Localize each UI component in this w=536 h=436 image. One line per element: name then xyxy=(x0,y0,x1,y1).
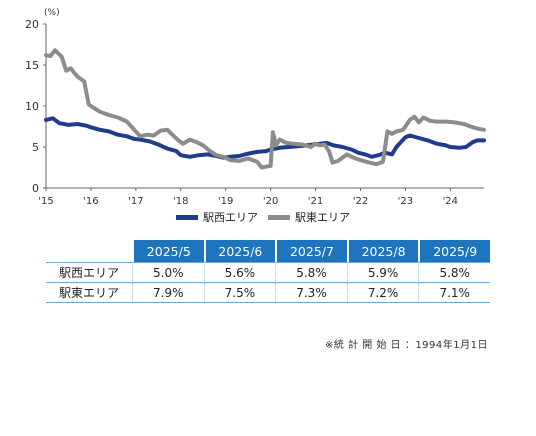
table-corner xyxy=(46,240,132,262)
table-cell: 7.2% xyxy=(346,283,419,303)
table-cell: 5.8% xyxy=(418,262,490,283)
x-tick-label: '15 xyxy=(38,196,53,207)
table-col-header: 2025/8 xyxy=(346,240,419,262)
y-tick-label: 15 xyxy=(25,59,39,72)
table-header-row: 2025/5 2025/6 2025/7 2025/8 2025/9 xyxy=(46,240,490,262)
chart-lines xyxy=(44,48,486,170)
chart-axes: 0 5 10 15 20 (%) '15 '16 '17 '18 '19 '20 '21 '22 '23 '2… xyxy=(25,8,484,207)
x-tick-label: '16 xyxy=(83,196,98,207)
table-cell: 5.8% xyxy=(275,262,347,283)
legend-label-east: 駅東エリア xyxy=(295,211,350,224)
x-tick-label: '20 xyxy=(263,196,278,207)
chart-legend: 駅西エリア 駅東エリア xyxy=(176,209,360,225)
y-tick-label: 20 xyxy=(25,18,39,31)
x-tick-label: '17 xyxy=(128,196,143,207)
y-tick-label: 0 xyxy=(32,182,39,195)
vacancy-table: 2025/5 2025/6 2025/7 2025/8 2025/9 駅西エリア… xyxy=(46,240,490,303)
legend-swatch-east xyxy=(268,214,290,220)
x-tick-label: '21 xyxy=(308,196,323,207)
legend-item-west: 駅西エリア xyxy=(176,209,258,225)
table-cell: 5.9% xyxy=(346,262,419,283)
table-cell: 5.6% xyxy=(203,262,276,283)
legend-item-east: 駅東エリア xyxy=(268,209,350,225)
table-col-header: 2025/9 xyxy=(418,240,490,262)
x-tick-label: '19 xyxy=(218,196,233,207)
table-cell: 7.9% xyxy=(132,283,204,303)
x-tick-label: '24 xyxy=(443,196,458,207)
table-row: 駅東エリア 7.9% 7.5% 7.3% 7.2% 7.1% xyxy=(46,283,490,303)
legend-label-west: 駅西エリア xyxy=(203,211,258,224)
table-row: 駅西エリア 5.0% 5.6% 5.8% 5.9% 5.8% xyxy=(46,262,490,283)
x-tick-label: '22 xyxy=(353,196,368,207)
table-cell: 7.5% xyxy=(203,283,276,303)
row-label-west: 駅西エリア xyxy=(46,262,132,283)
y-tick-label: 5 xyxy=(32,141,39,154)
table-cell: 7.1% xyxy=(418,283,490,303)
table-col-header: 2025/6 xyxy=(203,240,276,262)
line-chart: 0 5 10 15 20 (%) '15 '16 '17 '18 '19 '20 '21 '22 '23 '2… xyxy=(25,8,486,207)
y-tick-label: 10 xyxy=(25,100,39,113)
stats-start-note: ※統 計 開 始 日 ：1994年1月1日 xyxy=(325,340,488,351)
x-tick-label: '18 xyxy=(173,196,188,207)
row-label-east: 駅東エリア xyxy=(46,283,132,303)
table-col-header: 2025/5 xyxy=(132,240,204,262)
series-line-east xyxy=(44,48,486,170)
table-cell: 5.0% xyxy=(132,262,204,283)
table-col-header: 2025/7 xyxy=(275,240,347,262)
x-tick-label: '23 xyxy=(398,196,413,207)
y-axis-label: (%) xyxy=(44,8,60,18)
table-cell: 7.3% xyxy=(275,283,347,303)
legend-swatch-west xyxy=(176,214,198,220)
series-line-west xyxy=(44,116,486,160)
